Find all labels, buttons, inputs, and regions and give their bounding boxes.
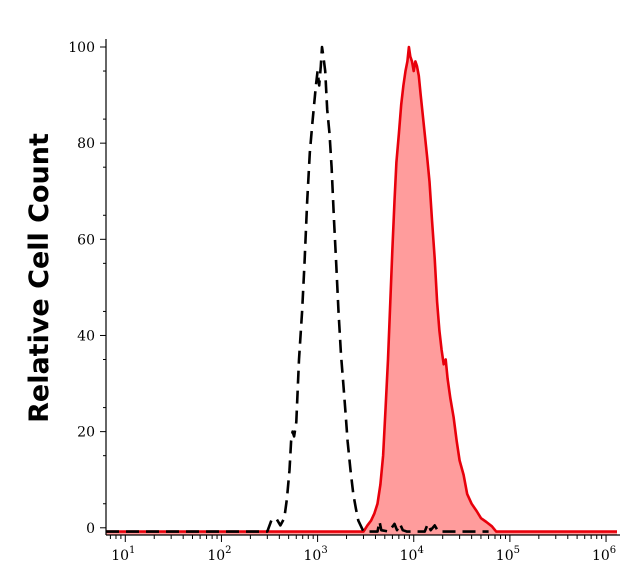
x-tick-label: 105 — [496, 545, 520, 564]
axis-layer: 0 20 40 60 80 100 101 102 103 104 105 106 — [68, 39, 620, 564]
y-tick-label: 60 — [77, 232, 95, 248]
y-tick-label: 0 — [86, 521, 95, 537]
y-tick-label: 40 — [77, 328, 95, 344]
x-tick-label: 106 — [592, 545, 616, 564]
x-tick-label: 101 — [111, 545, 135, 564]
y-tick-label: 20 — [77, 425, 95, 441]
x-tick-label: 102 — [207, 545, 231, 564]
stained-histogram-fill — [106, 47, 617, 535]
y-tick-label: 100 — [68, 40, 95, 56]
y-axis-label: Relative Cell Count — [24, 133, 55, 423]
x-tick-label: 103 — [303, 545, 327, 564]
y-tick-label: 80 — [77, 136, 95, 152]
control-histogram-line — [106, 45, 489, 533]
series-layer — [106, 45, 617, 535]
x-tick-label: 104 — [400, 545, 424, 564]
stained-histogram-line — [106, 45, 617, 533]
